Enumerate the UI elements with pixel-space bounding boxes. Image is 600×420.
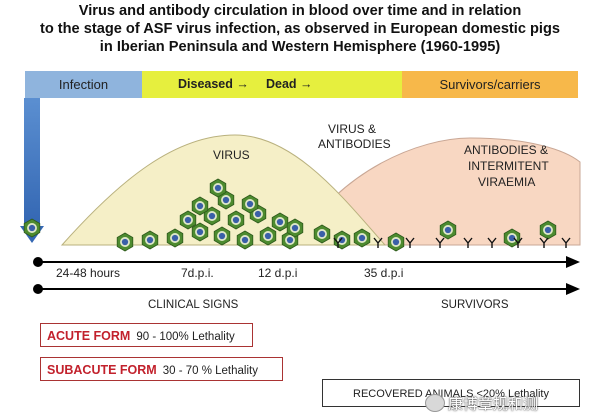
virus-particle-icon [353,228,371,248]
stage-infection-bar [25,71,142,98]
time-label-4: 35 d.p.i [364,266,404,280]
virus-particle-icon [439,220,457,240]
stage-dead: Dead → [266,71,313,98]
antibody-markers [333,237,571,248]
stage-survivors-label: Survivors/carriers [439,77,541,92]
virus-particle-icon [286,218,304,238]
virus-label: VIRUS [213,148,250,162]
timeline-upper-start [33,257,43,267]
recovered-animals-box: RECOVERED ANIMALS <20% Lethality [322,379,580,407]
virus-particle-icon [259,226,277,246]
virus-particle-icon [503,228,521,248]
stage-diseased-label: Diseased → [178,77,249,91]
survivors-label: SURVIVORS [441,299,509,311]
virus-particle-icon [191,222,209,242]
virus-particle-icon [166,228,184,248]
timeline-lower-start [33,284,43,294]
subacute-form-box: SUBACUTE FORM 30 - 70 % Lethality [40,357,283,381]
virus-particle-icon [213,226,231,246]
antibody-icon [513,237,523,248]
stage-survivors-bar [402,71,578,98]
antibodies-label-3: VIRAEMIA [478,175,536,189]
antibody-icon [539,237,549,248]
antibodies-label-1: ANTIBODIES & [464,143,549,157]
time-label-3: 12 d.p.i [258,266,298,280]
stage-survivors: Survivors/carriers [402,71,578,98]
virus-particle-icon [141,230,159,250]
time-label-2: 7d.p.i. [181,266,214,280]
acute-form-box: ACUTE FORM 90 - 100% Lethality [40,323,253,347]
virus-particle-icon [227,210,245,230]
virus-particle-icon [241,194,259,214]
virus-particle-icon [23,218,41,238]
virus-particle-icon [209,178,227,198]
clinical-signs-label: CLINICAL SIGNS [148,299,239,311]
stage-infection: Infection [25,71,142,98]
virus-particle-icon [387,232,405,252]
title-line-1: Virus and antibody circulation in blood … [78,3,522,19]
antibodies-label-2: INTERMITENT [468,159,549,173]
stage-diseased-bar [142,71,402,98]
acute-form-name: ACUTE FORM [47,329,131,343]
stage-diseased: Diseased → [178,71,249,98]
subacute-form-name: SUBACUTE FORM [47,363,157,377]
antibody-icon [405,237,415,248]
virus-particle-icon [236,230,254,250]
antibody-icon [333,237,343,248]
subacute-form-rate: 30 - 70 % Lethality [162,365,258,377]
watermark-text: 康博章规和测 [448,396,539,413]
acute-form-rate: 90 - 100% Lethality [136,331,235,343]
virus-particle-icon [271,212,289,232]
title-line-2: to the stage of ASF virus infection, as … [39,21,561,37]
virus-particle-icon [116,232,134,252]
antibody-icon [373,237,383,248]
antibody-icon [435,237,445,248]
stage-dead-label: Dead → [266,77,313,91]
virus-particles [23,178,557,252]
virus-particle-icon [539,220,557,240]
virus-particle-icon [191,196,209,216]
title-line-3: in Iberian Peninsula and Western Hemisph… [99,39,501,55]
virus-antibodies-label-2: ANTIBODIES [318,137,391,151]
antibody-icon [561,237,571,248]
infection-arrow-shaft [24,98,40,226]
antibody-icon [463,237,473,248]
antibody-icon [487,237,497,248]
stage-infection-label: Infection [58,77,109,92]
timeline-upper-arrow [566,256,580,268]
timeline-lower-arrow [566,283,580,295]
diagram-title: Virus and antibody circulation in blood … [0,2,600,56]
virus-particle-icon [313,224,331,244]
antibody-curve [295,137,581,246]
virus-particle-icon [333,230,351,250]
time-label-1: 24-48 hours [56,266,121,280]
watermark-logo-icon [425,394,445,412]
virus-antibodies-label-1: VIRUS & [328,122,377,136]
virus-particle-icon [179,210,197,230]
